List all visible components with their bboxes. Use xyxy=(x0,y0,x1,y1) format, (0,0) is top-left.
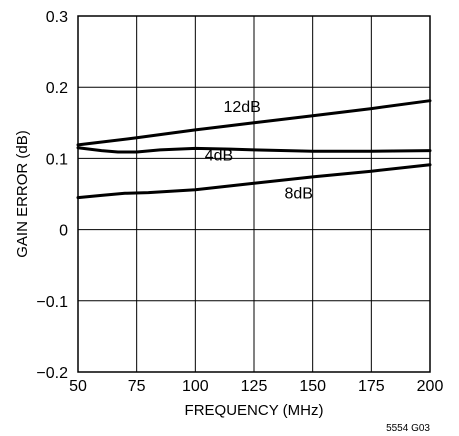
y-tick-label: 0 xyxy=(59,223,68,240)
y-tick-label: 0.1 xyxy=(46,151,68,168)
series-layer xyxy=(76,99,432,200)
x-tick-label: 75 xyxy=(128,378,146,395)
series-label-4dB: 4dB xyxy=(205,148,233,165)
series-line-12dB xyxy=(76,99,432,147)
series-line-8dB xyxy=(76,163,432,200)
series-line-4dB xyxy=(76,146,432,154)
series-label-12dB: 12dB xyxy=(223,99,260,116)
x-tick-label: 125 xyxy=(241,378,268,395)
series-label-8dB: 8dB xyxy=(285,185,313,202)
y-tick-label: −0.1 xyxy=(36,294,68,311)
y-axis-label: GAIN ERROR (dB) xyxy=(14,130,31,258)
x-tick-label: 100 xyxy=(182,378,209,395)
tick-labels: 50 75 100 125 150 175 200 −0.2 −0.1 0 0.1 0.2 0.3 xyxy=(36,9,443,395)
y-tick-label: 0.2 xyxy=(46,80,68,97)
x-tick-label: 50 xyxy=(69,378,87,395)
y-tick-label: 0.3 xyxy=(46,9,68,26)
x-tick-label: 150 xyxy=(299,378,326,395)
figure-id: 5554 G03 xyxy=(386,423,430,434)
y-tick-label: −0.2 xyxy=(36,365,68,382)
x-tick-label: 175 xyxy=(358,378,385,395)
plot-frame xyxy=(77,15,431,373)
x-tick-label: 200 xyxy=(417,378,444,395)
x-axis-label: FREQUENCY (MHz) xyxy=(185,402,324,419)
series-labels: 12dB 4dB 8dB xyxy=(205,99,313,202)
